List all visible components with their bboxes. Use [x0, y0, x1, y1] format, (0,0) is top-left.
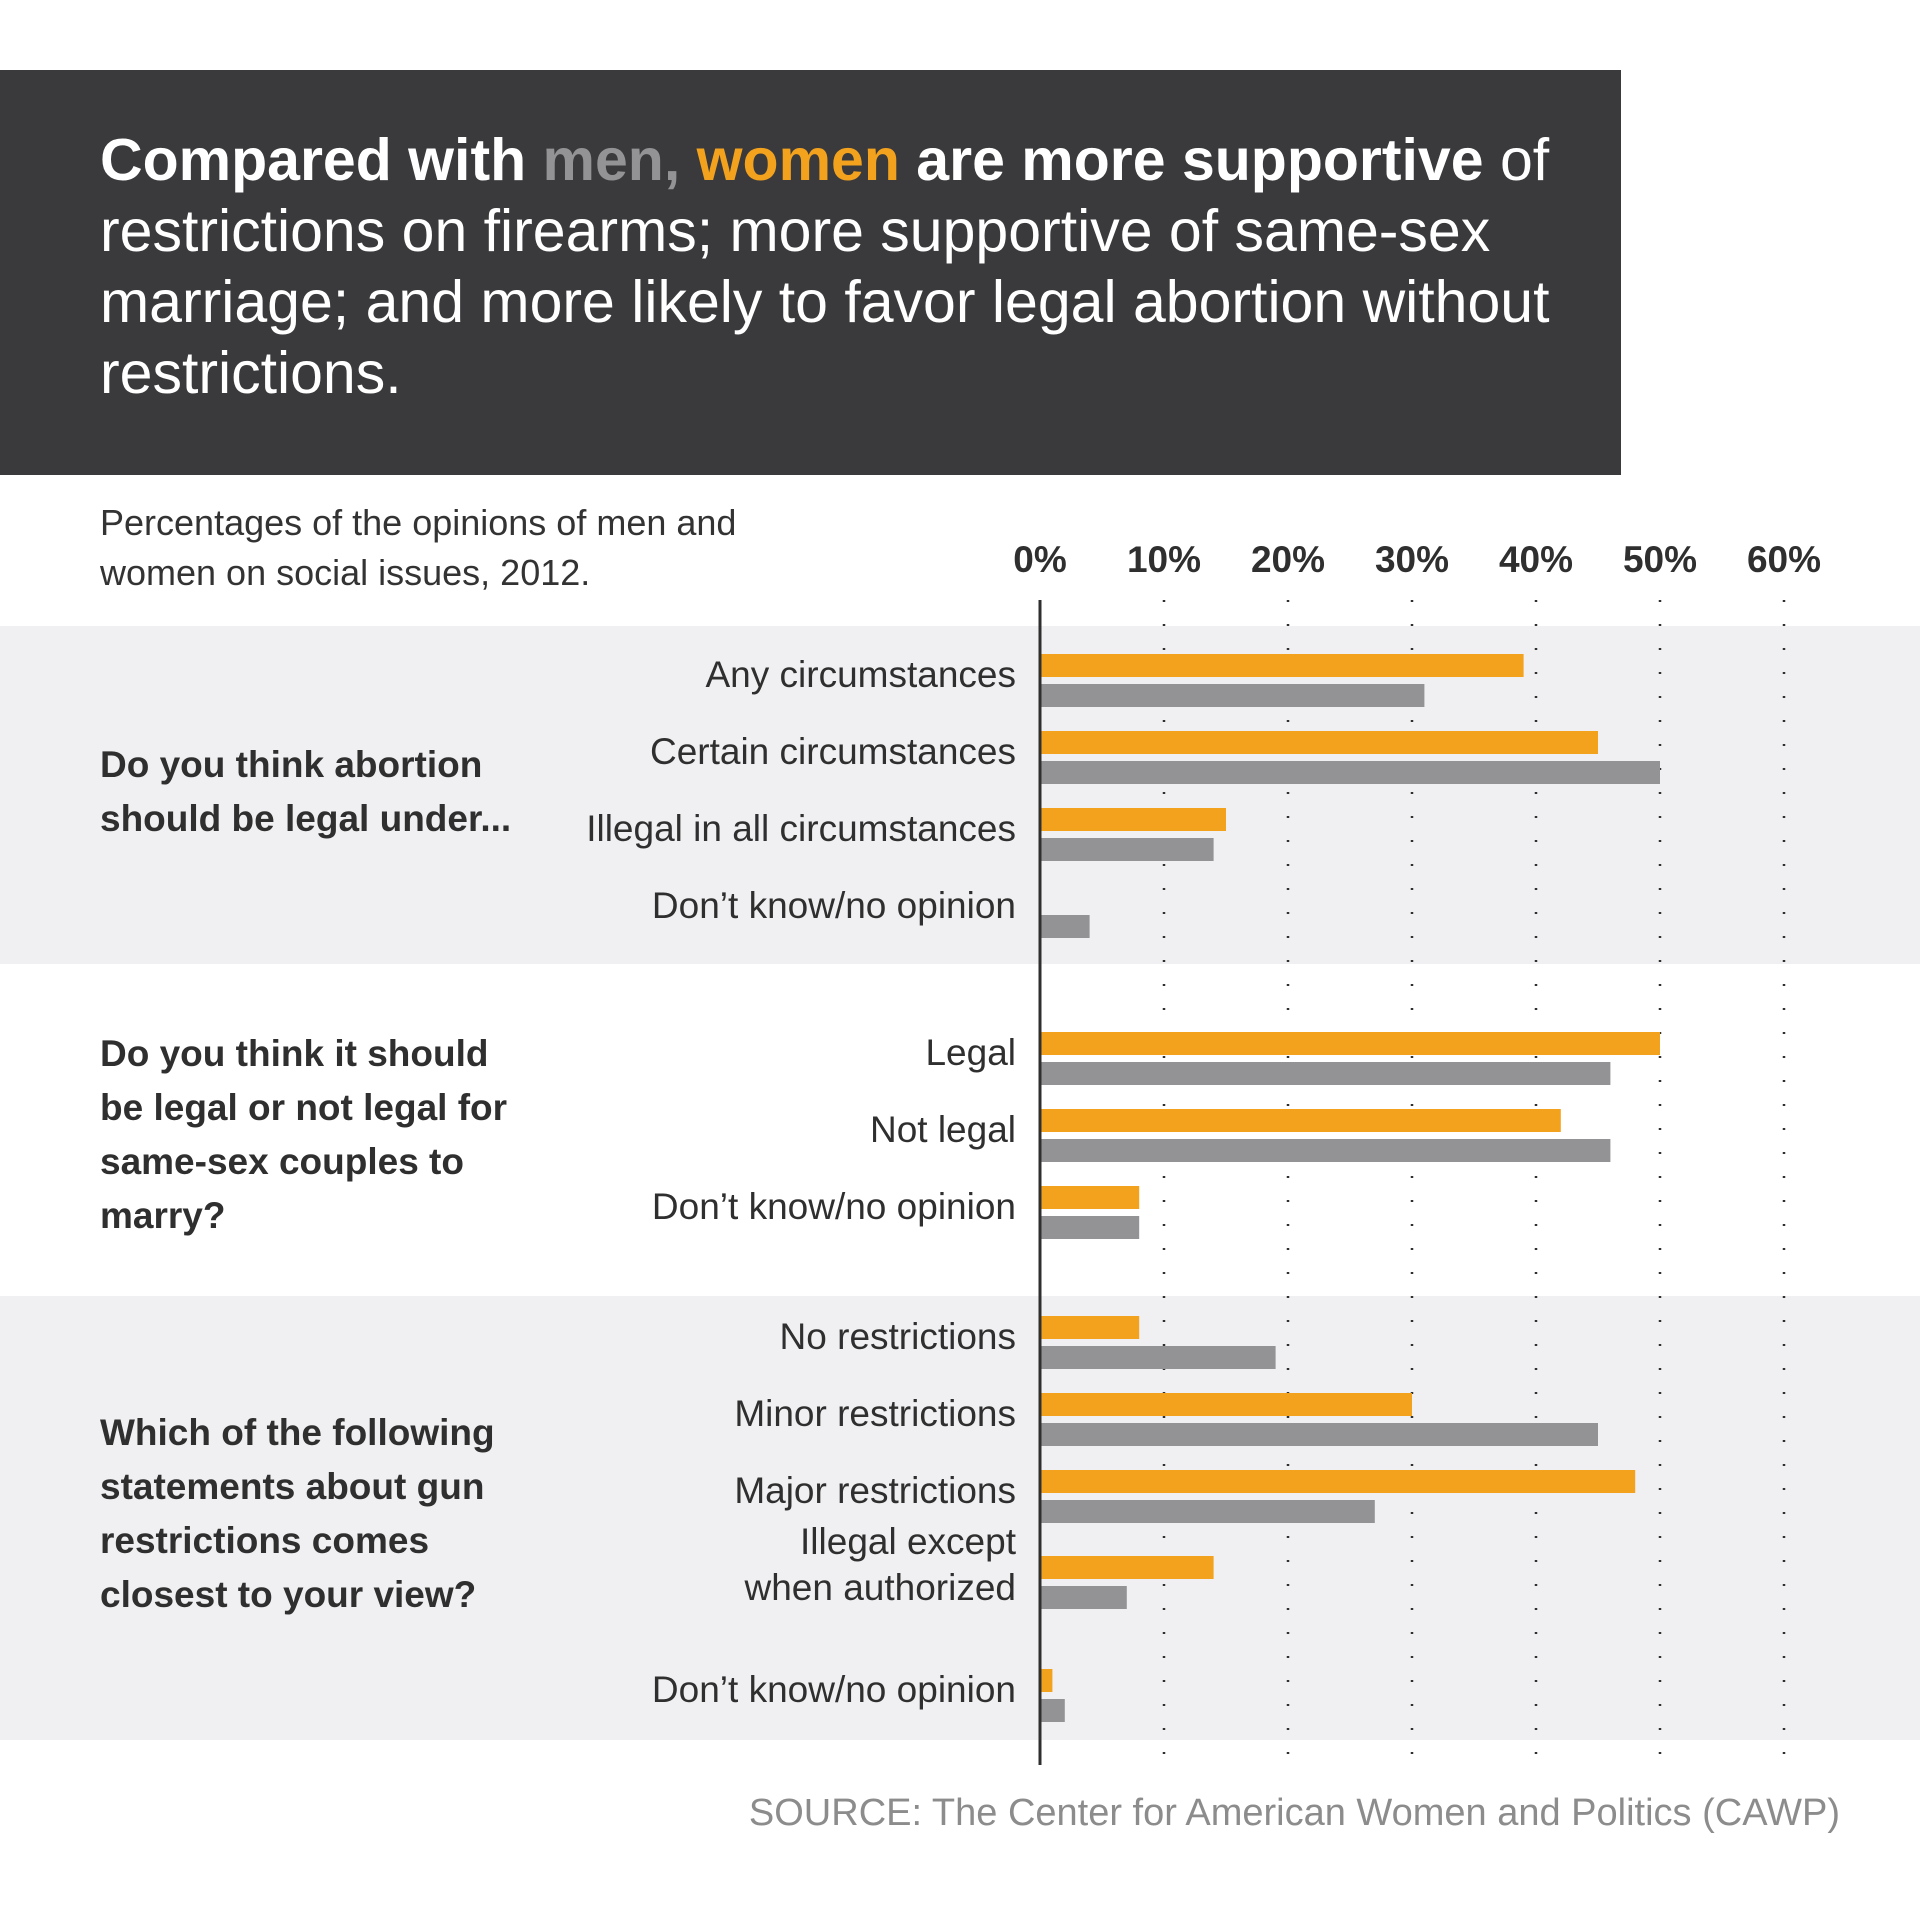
- tick-label: 50%: [1623, 539, 1697, 580]
- bar-women: [1040, 1669, 1053, 1692]
- category-label: Any circumstances: [706, 654, 1017, 695]
- category-label: Don’t know/no opinion: [652, 1669, 1016, 1710]
- chart-subtitle: Percentages of the opinions of men and w…: [100, 502, 737, 593]
- bar-women: [1040, 654, 1524, 677]
- bar-men: [1040, 684, 1425, 707]
- category-label: Major restrictions: [734, 1470, 1016, 1511]
- bar-women: [1040, 1393, 1412, 1416]
- tick-label: 60%: [1747, 539, 1821, 580]
- band-abortion: [0, 626, 1920, 964]
- category-label: Illegal except: [800, 1521, 1017, 1562]
- bar-men: [1040, 838, 1214, 861]
- category-label: Don’t know/no opinion: [652, 1186, 1016, 1227]
- headline: Compared with men, women are more suppor…: [100, 125, 1600, 409]
- category-label: No restrictions: [780, 1316, 1016, 1357]
- category-label: Illegal in all circumstances: [586, 808, 1016, 849]
- bar-women: [1040, 1556, 1214, 1579]
- question-abortion: Do you think abortion should be legal un…: [100, 744, 512, 839]
- category-label: Not legal: [870, 1109, 1016, 1150]
- category-label: Legal: [925, 1032, 1016, 1073]
- header-banner: [0, 70, 1621, 475]
- bar-women: [1040, 1470, 1636, 1493]
- bar-women: [1040, 1316, 1140, 1339]
- bar-men: [1040, 1346, 1276, 1369]
- category-label: when authorized: [743, 1567, 1016, 1608]
- bar-men: [1040, 915, 1090, 938]
- bar-men: [1040, 1216, 1140, 1239]
- bar-men: [1040, 1500, 1375, 1523]
- tick-label: 30%: [1375, 539, 1449, 580]
- headline-bold-rest: are more supportive: [899, 127, 1484, 193]
- headline-men-word: men,: [542, 127, 681, 193]
- bar-women: [1040, 808, 1226, 831]
- bar-men: [1040, 761, 1660, 784]
- tick-label: 20%: [1251, 539, 1325, 580]
- bar-men: [1040, 1423, 1598, 1446]
- bar-men: [1040, 1699, 1065, 1722]
- bar-women: [1040, 1109, 1561, 1132]
- source-note: SOURCE: The Center for American Women an…: [748, 1792, 1840, 1834]
- headline-lead: Compared with: [100, 127, 543, 193]
- bar-men: [1040, 1139, 1611, 1162]
- category-label: Don’t know/no opinion: [652, 885, 1016, 926]
- tick-label: 0%: [1013, 539, 1066, 580]
- category-label: Certain circumstances: [650, 731, 1016, 772]
- category-label: Minor restrictions: [734, 1393, 1016, 1434]
- headline-women-word: women: [696, 127, 900, 193]
- tick-label: 40%: [1499, 539, 1573, 580]
- bar-women: [1040, 1032, 1660, 1055]
- bar-women: [1040, 1186, 1140, 1209]
- question-same-sex-marriage: Do you think it should be legal or not l…: [100, 1033, 508, 1236]
- bar-women: [1040, 731, 1598, 754]
- bar-men: [1040, 1586, 1127, 1609]
- tick-label: 10%: [1127, 539, 1201, 580]
- bar-men: [1040, 1062, 1611, 1085]
- band-guns: [0, 1296, 1920, 1740]
- question-gun-restrictions: Which of the following statements about …: [100, 1412, 495, 1615]
- headline-rest: of restrictions on firearms; more suppor…: [100, 127, 1550, 406]
